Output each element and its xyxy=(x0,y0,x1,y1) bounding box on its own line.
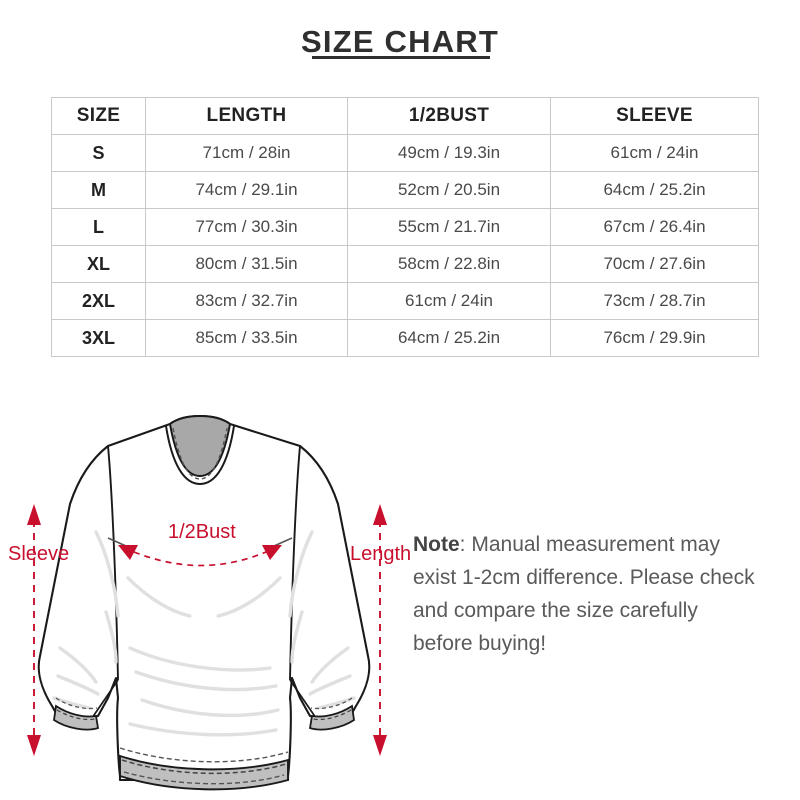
cell-bust: 55cm / 21.7in xyxy=(347,208,551,246)
table-row: S 71cm / 28in 49cm / 19.3in 61cm / 24in xyxy=(51,134,759,172)
note-label: Note xyxy=(413,533,460,556)
page-title: SIZE CHART xyxy=(0,26,800,57)
bust-label: 1/2Bust xyxy=(168,521,236,543)
table-row: XL 80cm / 31.5in 58cm / 22.8in 70cm / 27… xyxy=(51,245,759,283)
cell-size: L xyxy=(51,208,146,246)
table-row: 3XL 85cm / 33.5in 64cm / 25.2in 76cm / 2… xyxy=(51,319,759,357)
column-header-length: LENGTH xyxy=(145,97,348,135)
table-row: M 74cm / 29.1in 52cm / 20.5in 64cm / 25.… xyxy=(51,171,759,209)
cell-sleeve: 73cm / 28.7in xyxy=(550,282,759,320)
shoulder-seam-lines xyxy=(107,445,301,681)
column-header-size: SIZE xyxy=(51,97,146,135)
sleeve-dimension-line xyxy=(27,504,41,756)
title-underline-rule xyxy=(312,56,490,59)
column-header-sleeve: SLEEVE xyxy=(550,97,759,135)
cell-size: M xyxy=(51,171,146,209)
cell-sleeve: 61cm / 24in xyxy=(550,134,759,172)
cell-length: 74cm / 29.1in xyxy=(145,171,348,209)
bust-dimension-arc xyxy=(107,537,293,567)
table-row: L 77cm / 30.3in 55cm / 21.7in 67cm / 26.… xyxy=(51,208,759,246)
size-chart-table: SIZE LENGTH 1/2BUST SLEEVE S 71cm / 28in… xyxy=(51,97,759,357)
measurement-note: Note: Manual measurement may exist 1-2cm… xyxy=(413,528,763,660)
cell-size: S xyxy=(51,134,146,172)
table-row: 2XL 83cm / 32.7in 61cm / 24in 73cm / 28.… xyxy=(51,282,759,320)
garment-diagram xyxy=(0,380,420,800)
bottom-hem xyxy=(119,747,289,791)
cell-bust: 64cm / 25.2in xyxy=(347,319,551,357)
cell-bust: 52cm / 20.5in xyxy=(347,171,551,209)
cell-length: 80cm / 31.5in xyxy=(145,245,348,283)
collar-icon xyxy=(165,414,235,486)
column-header-bust: 1/2BUST xyxy=(347,97,551,135)
cell-bust: 49cm / 19.3in xyxy=(347,134,551,172)
cell-sleeve: 67cm / 26.4in xyxy=(550,208,759,246)
chart-title-text: SIZE CHART xyxy=(301,24,499,59)
cell-length: 83cm / 32.7in xyxy=(145,282,348,320)
cell-length: 85cm / 33.5in xyxy=(145,319,348,357)
sleeve-cuffs xyxy=(53,697,355,731)
cell-length: 77cm / 30.3in xyxy=(145,208,348,246)
note-text: : Manual measurement may exist 1-2cm dif… xyxy=(413,533,755,655)
cell-size: 2XL xyxy=(51,282,146,320)
cell-length: 71cm / 28in xyxy=(145,134,348,172)
sleeve-inner-seams xyxy=(91,679,317,719)
length-dimension-line xyxy=(373,504,387,756)
cell-bust: 61cm / 24in xyxy=(347,282,551,320)
cell-bust: 58cm / 22.8in xyxy=(347,245,551,283)
cell-size: 3XL xyxy=(51,319,146,357)
table-header-row: SIZE LENGTH 1/2BUST SLEEVE xyxy=(51,97,759,135)
cell-sleeve: 64cm / 25.2in xyxy=(550,171,759,209)
cell-size: XL xyxy=(51,245,146,283)
length-label: Length xyxy=(350,543,412,565)
cell-sleeve: 70cm / 27.6in xyxy=(550,245,759,283)
sleeve-label: Sleeve xyxy=(8,543,70,565)
cell-sleeve: 76cm / 29.9in xyxy=(550,319,759,357)
